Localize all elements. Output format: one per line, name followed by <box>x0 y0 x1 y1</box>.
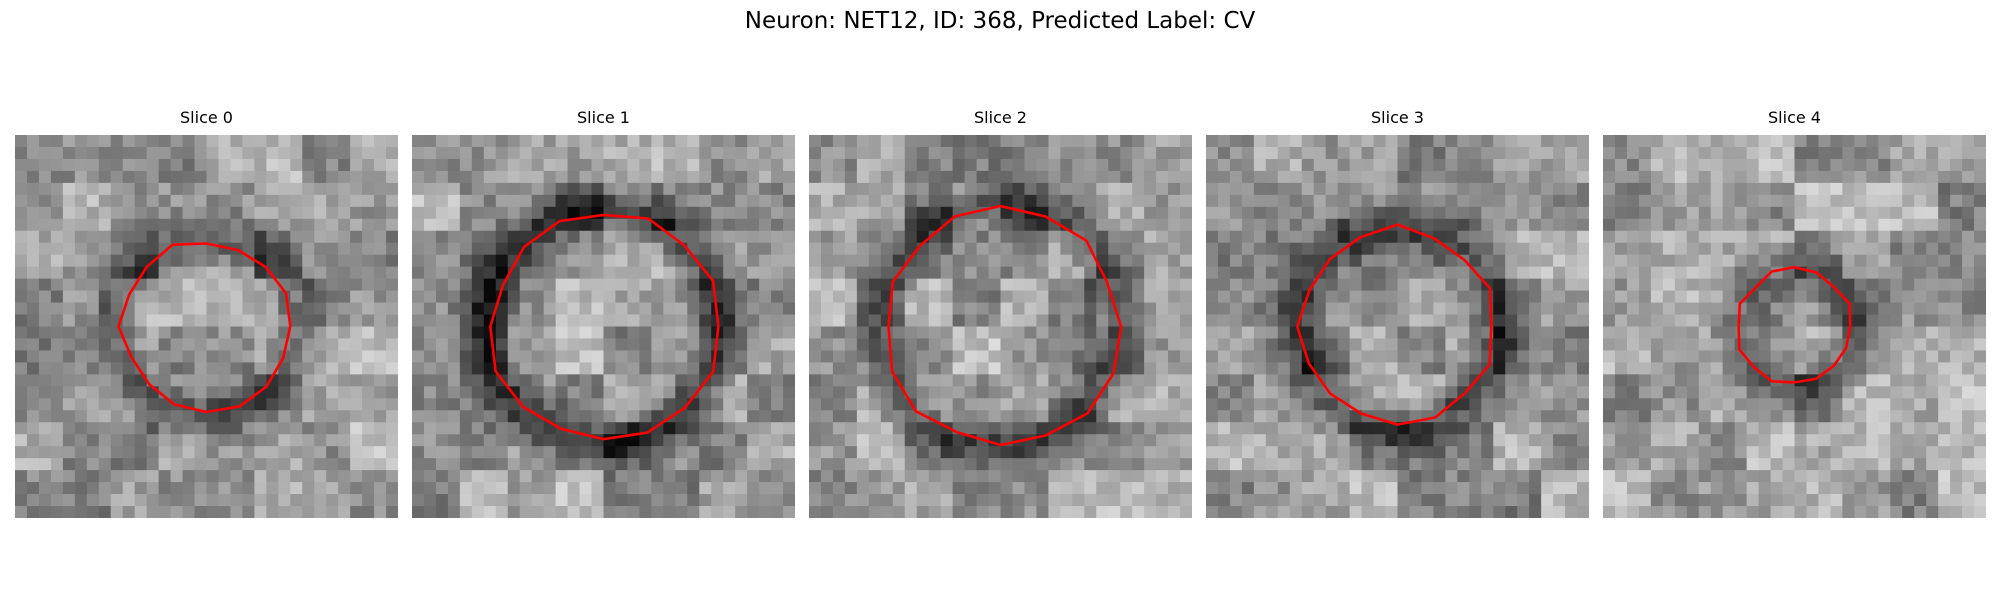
segmentation-contour <box>489 213 720 441</box>
slice-panel-2: Slice 2 <box>809 108 1192 518</box>
segmentation-contour <box>1737 265 1852 384</box>
slice-image-2 <box>809 135 1192 518</box>
slice-image-1 <box>412 135 795 518</box>
segmentation-contour <box>887 204 1123 447</box>
slice-title-4: Slice 4 <box>1768 108 1821 127</box>
slice-panel-0: Slice 0 <box>15 108 398 518</box>
slice-panel-4: Slice 4 <box>1603 108 1986 518</box>
slice-title-2: Slice 2 <box>974 108 1027 127</box>
slice-image-4 <box>1603 135 1986 518</box>
slice-image-3 <box>1206 135 1589 518</box>
slice-image-0 <box>15 135 398 518</box>
slice-panel-1: Slice 1 <box>412 108 795 518</box>
slice-title-0: Slice 0 <box>180 108 233 127</box>
figure-title: Neuron: NET12, ID: 368, Predicted Label:… <box>744 8 1256 34</box>
segmentation-contour <box>117 242 292 414</box>
segmentation-contour <box>1295 223 1493 426</box>
slice-title-1: Slice 1 <box>577 108 630 127</box>
slice-title-3: Slice 3 <box>1371 108 1424 127</box>
slice-panel-3: Slice 3 <box>1206 108 1589 518</box>
